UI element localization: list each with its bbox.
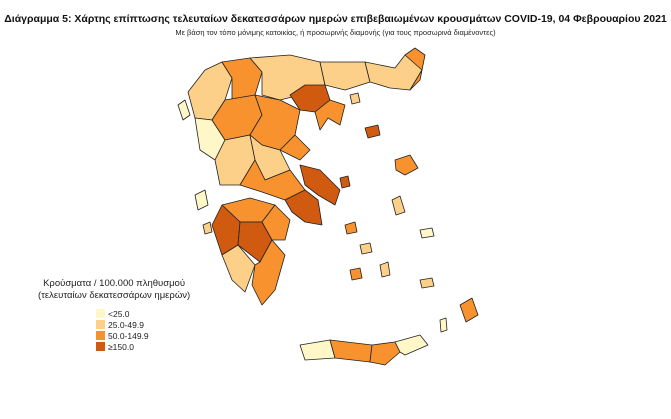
region-magnesia — [279, 134, 311, 161]
region-argolida — [261, 204, 291, 241]
island-rhodes — [459, 297, 479, 323]
legend-label: 25.0-49.9 — [108, 319, 144, 330]
legend-label: 50.0-149.9 — [108, 330, 149, 341]
region-laconia — [251, 239, 286, 306]
region-evros — [404, 47, 426, 91]
legend-swatch — [96, 309, 105, 318]
legend-item: 25.0-49.9 — [96, 319, 190, 330]
island-cyclades-b — [359, 242, 373, 255]
region-attica — [284, 189, 323, 226]
island-chios — [391, 195, 406, 216]
island-limnos — [364, 124, 381, 139]
legend-title-line1: Κρούσματα / 100.000 πληθυσμού — [43, 278, 186, 289]
island-karpathos — [439, 317, 448, 333]
island-crete-far-east — [394, 334, 429, 356]
island-lesvos — [394, 154, 419, 176]
legend-item: ≥150.0 — [96, 341, 190, 352]
legend-swatch — [96, 342, 105, 351]
legend-title-line2: (τελευταίων δεκατεσσάρων ημερών) — [38, 290, 191, 301]
region-messinia — [221, 244, 256, 293]
island-crete-east — [369, 341, 401, 366]
island-thasos — [349, 92, 361, 105]
island-cyclades-a — [344, 221, 358, 235]
legend-swatch — [96, 320, 105, 329]
island-samos — [419, 227, 435, 239]
legend-item: 50.0-149.9 — [96, 330, 190, 341]
map-subtitle: Με βάση τον τόπο μόνιμης κατοικίας, ή πρ… — [175, 28, 496, 37]
island-kefalonia — [194, 189, 209, 211]
region-east-macedonia — [319, 61, 371, 91]
island-corfu — [177, 99, 191, 121]
island-crete-central — [329, 339, 373, 363]
island-naxos — [379, 261, 391, 278]
legend-label: <25.0 — [108, 308, 130, 319]
island-skyros — [339, 175, 351, 189]
island-zakynthos — [202, 221, 213, 235]
legend-swatch — [96, 331, 105, 340]
region-chalkidiki — [314, 99, 346, 131]
legend-label: ≥150.0 — [108, 341, 134, 352]
legend-item: <25.0 — [96, 308, 190, 319]
island-crete-west — [299, 339, 336, 361]
map-title: Διάγραμμα 5: Χάρτης επίπτωσης τελευταίων… — [4, 13, 667, 25]
region-evia — [299, 164, 341, 206]
island-kos — [419, 277, 435, 289]
island-cyclades-c — [349, 267, 363, 281]
map-legend: Κρούσματα / 100.000 πληθυσμού (τελευταίω… — [38, 278, 190, 352]
